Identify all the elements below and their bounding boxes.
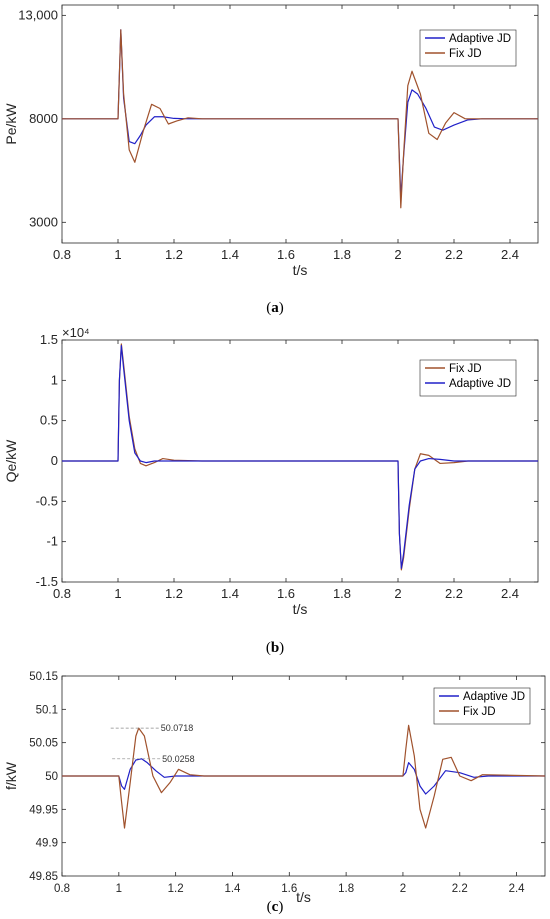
x-tick-label: 0.8: [54, 883, 70, 895]
caption-close-paren: ): [278, 899, 283, 915]
legend-entry: Adaptive JD: [449, 378, 511, 390]
x-tick-label: 1.6: [277, 247, 295, 262]
legend-box: [433, 687, 531, 725]
x-tick-label: 2.2: [445, 586, 463, 601]
x-tick-label: 1.8: [333, 586, 351, 601]
y-tick-label: 49.9: [36, 838, 58, 850]
legend-entry: Fix JD: [449, 48, 482, 60]
panel-caption: (c): [267, 899, 284, 915]
x-tick-label: 1.6: [277, 586, 295, 601]
legend: Adaptive JD Fix JD: [419, 29, 517, 67]
x-tick-label: 1.4: [221, 586, 239, 601]
legend: Fix JD Adaptive JD: [419, 359, 517, 397]
x-tick-label: 2: [394, 247, 401, 262]
chart-panel-b: 0.8 1 1.2 1.4 1.6 1.8 2 2.2 2.4 -1.5 -1 -0.5 0 0.5 1 1.…: [3, 325, 539, 656]
legend-entry: Fix JD: [449, 363, 482, 375]
x-tick-label: 1: [116, 883, 122, 895]
legend-entry: Fix JD: [463, 706, 496, 718]
series-line-fix-jd: [62, 724, 545, 829]
x-axis-label: t/s: [296, 889, 311, 905]
legend-box: [419, 29, 517, 67]
legend-entry: Adaptive JD: [463, 691, 525, 703]
caption-open-paren: (: [266, 640, 271, 656]
y-tick-label: 50: [45, 771, 58, 783]
y-tick-label: -1: [46, 534, 58, 549]
y-tick-label: 8000: [29, 111, 58, 126]
x-tick-label: 1: [114, 586, 121, 601]
y-axis-label: Pe/kW: [3, 103, 19, 145]
annotation-label: 50.0258: [162, 754, 195, 764]
y-axis-label: Qe/kW: [3, 439, 19, 483]
x-tick-label: 0.8: [53, 247, 71, 262]
y-axis-label: f/kW: [3, 761, 19, 790]
x-tick-label: 2.4: [501, 586, 519, 601]
x-axis-label: t/s: [293, 601, 308, 617]
x-tick-label: 1.2: [165, 586, 183, 601]
x-tick-label: 2: [394, 586, 401, 601]
x-tick-label: 0.8: [53, 586, 71, 601]
axis-multiplier: ×10⁴: [62, 325, 90, 340]
x-tick-label: 1.8: [333, 247, 351, 262]
x-tick-label: 1.4: [224, 883, 241, 895]
x-tick-label: 1.2: [168, 883, 184, 895]
y-tick-label: 50.15: [29, 671, 58, 683]
y-tick-label: 13,000: [18, 7, 58, 22]
x-axis-label: t/s: [293, 262, 308, 278]
annotation-label: 50.0718: [161, 723, 194, 733]
chart-panel-a: 0.8 1 1.2 1.4 1.6 1.8 2 2.2 2.4 3000 8000 13,000 t/s…: [3, 4, 539, 316]
panel-caption: (a): [266, 300, 284, 316]
chart-panel-c: 0.8 1 1.2 1.4 1.6 1.8 2 2.2 2.4 49.85 49.9 49.95 50 5…: [3, 671, 546, 915]
panel-caption: (b): [266, 640, 284, 656]
caption-letter: b: [271, 640, 279, 656]
y-tick-label: 50.05: [29, 738, 58, 750]
x-tick-label: 2.4: [509, 883, 526, 895]
series-line-fix-jd: [62, 29, 538, 209]
x-tick-label: 1.8: [338, 883, 354, 895]
caption-letter: c: [272, 899, 279, 915]
x-tick-label: 1.2: [165, 247, 183, 262]
y-tick-label: 50.1: [36, 704, 58, 716]
legend: Adaptive JD Fix JD: [433, 687, 531, 725]
x-tick-label: 2: [400, 883, 406, 895]
y-tick-label: -1.5: [36, 574, 58, 589]
caption-close-paren: ): [279, 300, 284, 316]
y-tick-label: 1.5: [40, 332, 58, 347]
x-tick-label: 2.4: [501, 247, 519, 262]
y-tick-label: 49.95: [29, 804, 58, 816]
caption-open-paren: (: [267, 899, 272, 915]
caption-letter: a: [271, 300, 279, 316]
y-tick-label: 1: [51, 372, 58, 387]
caption-open-paren: (: [266, 300, 271, 316]
caption-close-paren: ): [279, 640, 284, 656]
y-tick-label: 0.5: [40, 413, 58, 428]
legend-box: [419, 359, 517, 397]
y-tick-label: 49.85: [29, 871, 58, 883]
x-tick-label: 2.2: [445, 247, 463, 262]
series-line-adaptive-jd: [62, 345, 538, 569]
y-tick-label: 0: [51, 453, 58, 468]
y-tick-label: -0.5: [36, 493, 58, 508]
y-tick-label: 3000: [29, 214, 58, 229]
x-tick-label: 1.6: [281, 883, 297, 895]
x-tick-label: 1: [114, 247, 121, 262]
x-tick-label: 1.4: [221, 247, 239, 262]
legend-entry: Adaptive JD: [449, 33, 511, 45]
x-tick-label: 2.2: [452, 883, 468, 895]
